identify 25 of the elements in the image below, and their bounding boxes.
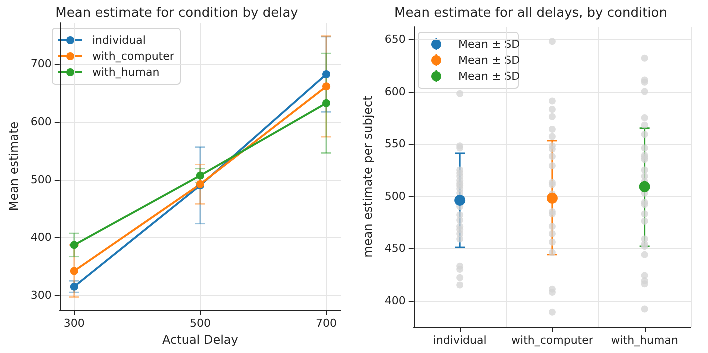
x-tick-label: with_computer bbox=[512, 334, 594, 347]
y-tick-label: 550 bbox=[384, 138, 406, 151]
y-tick-label: 650 bbox=[384, 33, 406, 46]
x-tick-label: 500 bbox=[190, 317, 211, 330]
x-tick-label: with_human bbox=[611, 334, 678, 347]
y-tick-label: 600 bbox=[384, 85, 406, 98]
y-tick-label: 400 bbox=[384, 294, 406, 308]
legend-label: individual bbox=[92, 34, 146, 47]
y-axis-title: mean estimate per subject bbox=[361, 96, 375, 258]
y-axis-title: Mean estimate bbox=[7, 122, 21, 212]
y-tick-label: 500 bbox=[384, 190, 406, 203]
y-tick-label: 450 bbox=[384, 242, 406, 256]
x-tick-label: 700 bbox=[316, 317, 338, 330]
y-tick-label: 300 bbox=[30, 289, 52, 302]
legend-label: with_human bbox=[92, 66, 160, 79]
x-axis-title: Actual Delay bbox=[162, 333, 238, 347]
chart-title: Mean estimate for condition by delay bbox=[56, 6, 299, 21]
y-tick-label: 400 bbox=[30, 231, 52, 244]
chart-title: Mean estimate for all delays, by condition bbox=[394, 6, 668, 21]
legend-label: with_computer bbox=[92, 50, 175, 63]
x-tick-label: 300 bbox=[64, 317, 85, 330]
y-tick-label: 500 bbox=[30, 173, 52, 186]
y-tick-label: 600 bbox=[30, 115, 52, 128]
x-tick-label: individual bbox=[433, 334, 487, 347]
y-tick-label: 700 bbox=[30, 58, 52, 71]
